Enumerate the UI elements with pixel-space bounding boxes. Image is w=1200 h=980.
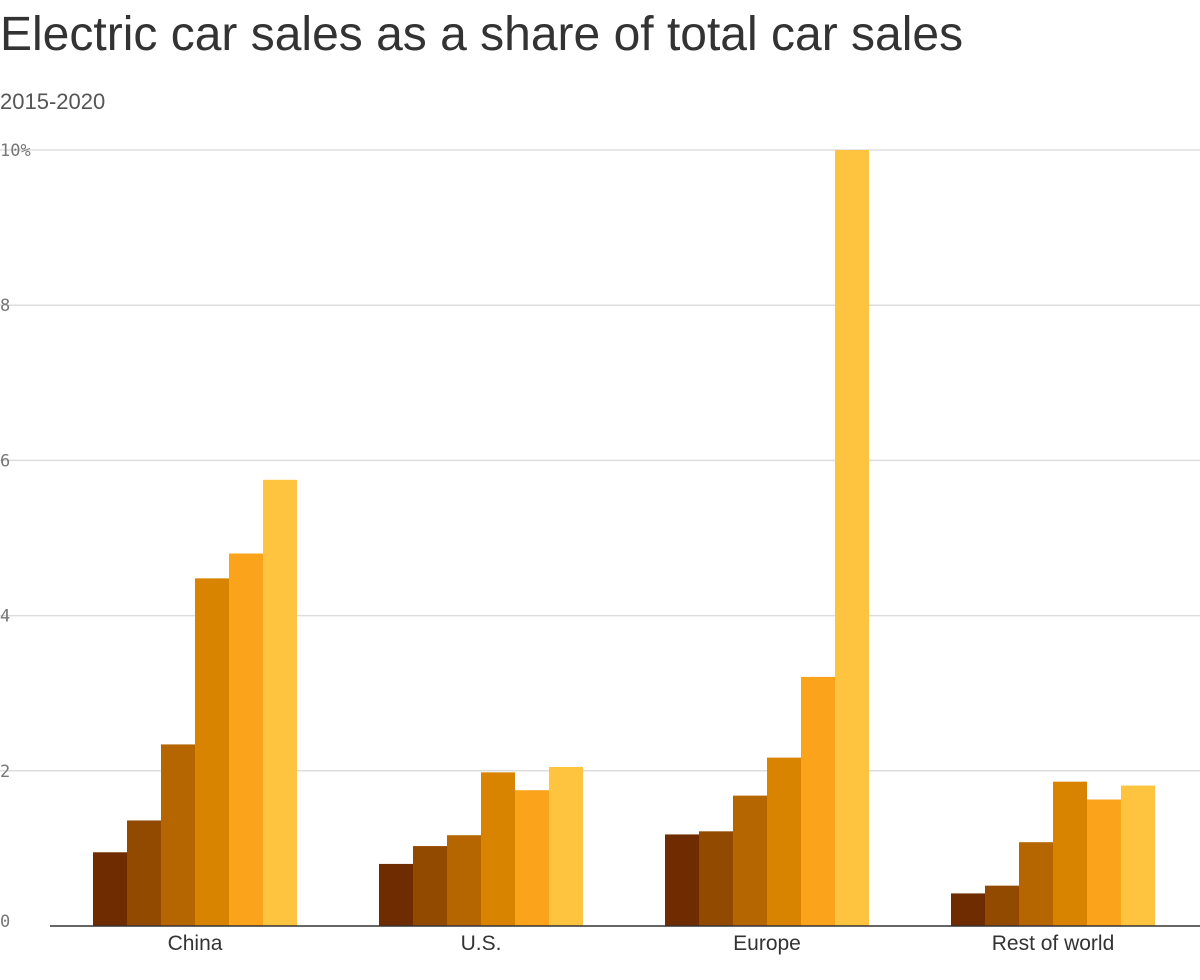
bar <box>263 479 297 926</box>
bar <box>1087 799 1121 926</box>
bar <box>549 766 583 926</box>
bar <box>413 846 447 926</box>
bar <box>985 885 1019 926</box>
y-tick-label: 2 <box>0 762 10 782</box>
y-tick-label: 8 <box>0 296 10 316</box>
y-tick-label: 6 <box>0 451 10 471</box>
bar <box>699 831 733 926</box>
y-tick-label: 4 <box>0 607 10 627</box>
bar <box>665 834 699 926</box>
bar <box>447 835 481 926</box>
bar <box>951 893 985 926</box>
x-category-label: U.S. <box>461 932 502 955</box>
y-tick-label: 10% <box>0 141 31 161</box>
bar <box>733 795 767 926</box>
bar <box>195 578 229 926</box>
bar <box>1019 842 1053 926</box>
x-category-label: China <box>168 932 223 955</box>
bar <box>515 790 549 926</box>
bars <box>93 150 1155 926</box>
bar <box>801 676 835 926</box>
x-category-label: Europe <box>733 932 801 955</box>
gridlines <box>0 149 1200 772</box>
bar <box>1053 781 1087 926</box>
bar <box>1121 785 1155 926</box>
bar <box>767 757 801 926</box>
bar <box>481 772 515 926</box>
bar <box>835 150 869 926</box>
bar <box>93 852 127 926</box>
x-category-label: Rest of world <box>992 932 1115 955</box>
axes: 0 2 4 6 8 10% China U.S. Europe Rest of world <box>0 141 1200 955</box>
bar <box>161 744 195 926</box>
bar <box>229 553 263 926</box>
bar <box>127 820 161 926</box>
y-tick-label: 0 <box>0 912 10 932</box>
chart-title: Electric car sales as a share of total c… <box>0 8 964 61</box>
chart-subtitle: 2015-2020 <box>0 89 106 114</box>
bar <box>379 863 413 926</box>
